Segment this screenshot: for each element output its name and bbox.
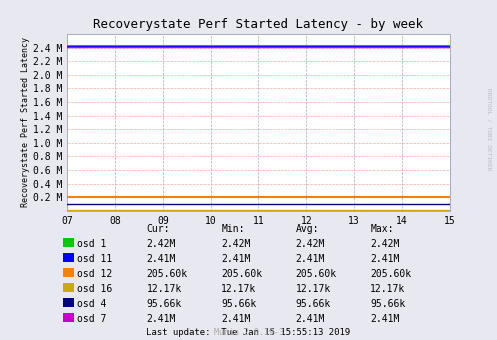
Text: Avg:: Avg: [296,224,319,235]
Text: 205.60k: 205.60k [221,269,262,279]
Text: 95.66k: 95.66k [147,299,182,309]
Text: 2.41M: 2.41M [296,254,325,265]
Text: 205.60k: 205.60k [296,269,337,279]
Text: 12.17k: 12.17k [147,284,182,294]
Text: 95.66k: 95.66k [296,299,331,309]
Text: Max:: Max: [370,224,394,235]
Text: 95.66k: 95.66k [221,299,256,309]
Text: 12.17k: 12.17k [221,284,256,294]
Text: RRDTOOL / TOBI OETIKER: RRDTOOL / TOBI OETIKER [486,88,491,170]
Text: osd 1: osd 1 [77,239,106,250]
Text: 205.60k: 205.60k [370,269,412,279]
Text: Cur:: Cur: [147,224,170,235]
Text: osd 7: osd 7 [77,314,106,324]
Text: 2.41M: 2.41M [221,314,250,324]
Text: Munin 2.0.19-3: Munin 2.0.19-3 [214,328,283,337]
Text: 2.41M: 2.41M [147,254,176,265]
Text: 2.41M: 2.41M [147,314,176,324]
Text: 2.41M: 2.41M [296,314,325,324]
Text: 12.17k: 12.17k [370,284,406,294]
Text: 2.41M: 2.41M [370,254,400,265]
Text: 2.42M: 2.42M [370,239,400,250]
Text: Min:: Min: [221,224,245,235]
Text: 2.41M: 2.41M [370,314,400,324]
Text: 2.42M: 2.42M [147,239,176,250]
Text: 2.42M: 2.42M [296,239,325,250]
Title: Recoverystate Perf Started Latency - by week: Recoverystate Perf Started Latency - by … [93,18,423,31]
Text: osd 12: osd 12 [77,269,112,279]
Text: osd 16: osd 16 [77,284,112,294]
Y-axis label: Recoverystate Perf Started Latency: Recoverystate Perf Started Latency [21,37,30,207]
Text: osd 11: osd 11 [77,254,112,265]
Text: 2.41M: 2.41M [221,254,250,265]
Text: Last update:  Tue Jan 15 15:55:13 2019: Last update: Tue Jan 15 15:55:13 2019 [147,328,350,337]
Text: 12.17k: 12.17k [296,284,331,294]
Text: osd 4: osd 4 [77,299,106,309]
Text: 95.66k: 95.66k [370,299,406,309]
Text: 205.60k: 205.60k [147,269,188,279]
Text: 2.42M: 2.42M [221,239,250,250]
